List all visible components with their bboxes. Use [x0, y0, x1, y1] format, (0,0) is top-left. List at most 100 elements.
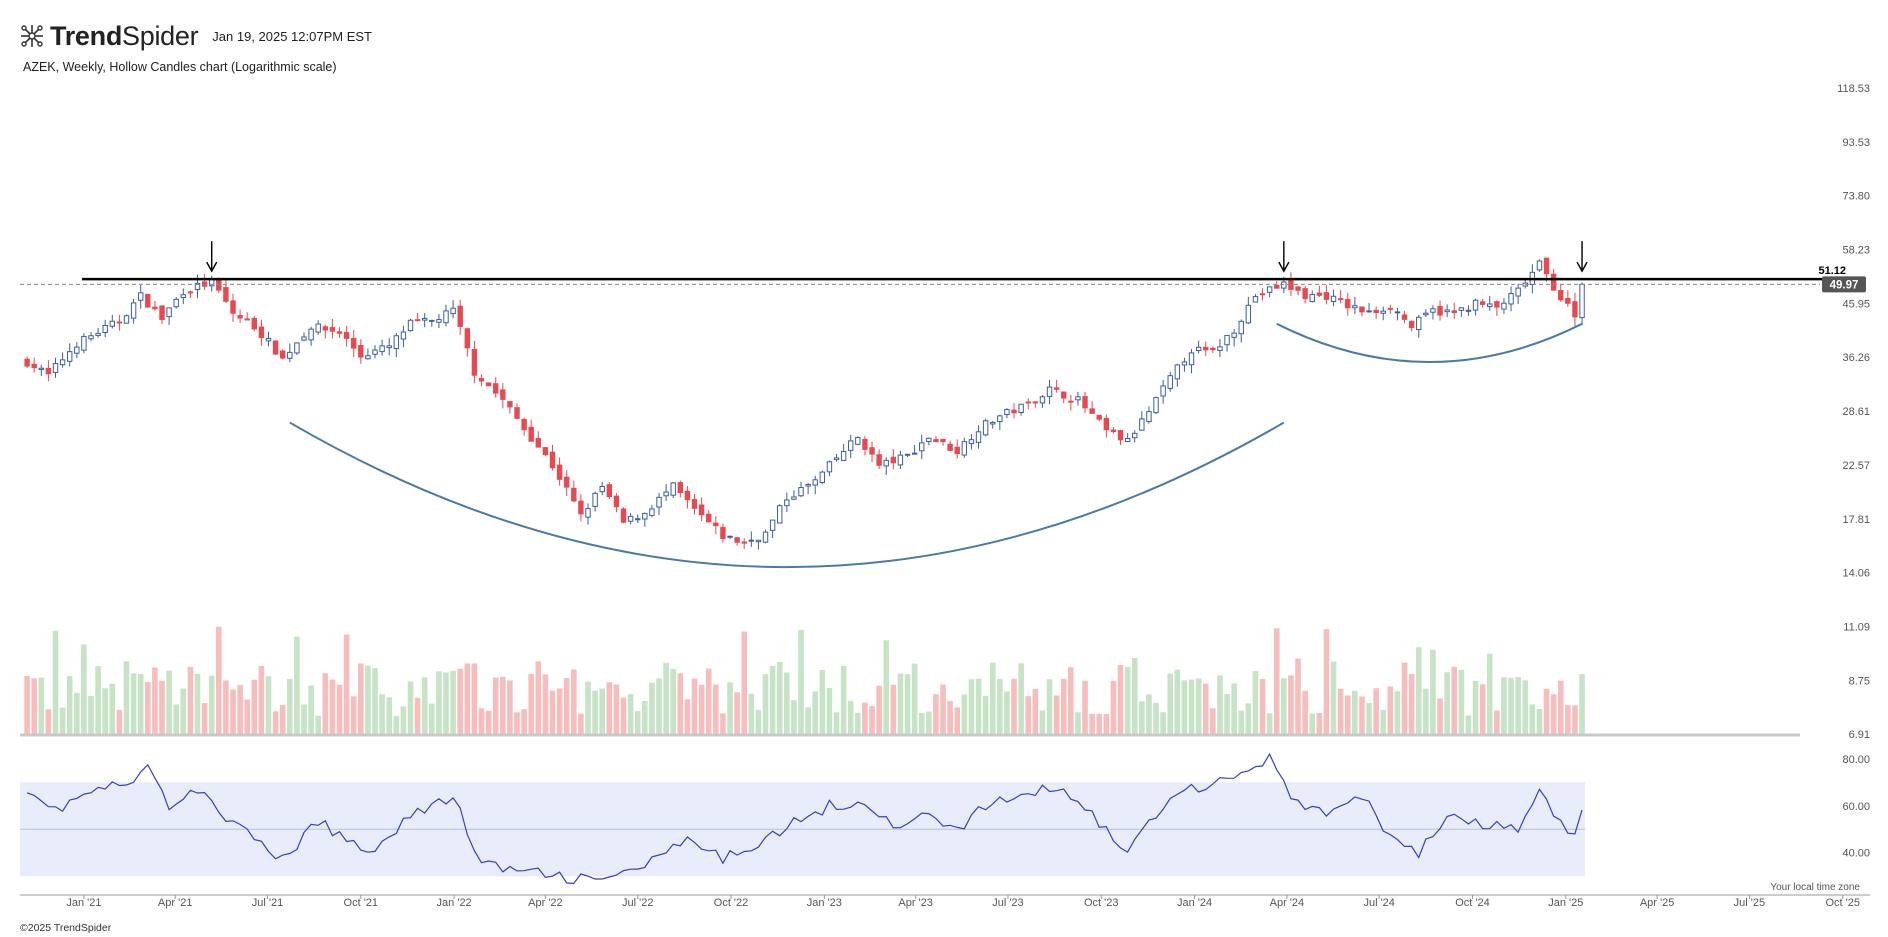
time-tick-label: Jan '24: [1177, 897, 1212, 909]
candle: [1203, 341, 1209, 357]
candle: [1146, 406, 1152, 424]
volume-bar: [826, 688, 833, 734]
candle: [748, 531, 755, 547]
candle: [485, 382, 492, 387]
candle: [698, 497, 705, 522]
candle-body: [507, 401, 513, 408]
candle: [1323, 285, 1330, 305]
candle-body: [1394, 311, 1401, 314]
volume-bar: [1508, 677, 1514, 734]
candle-body: [698, 504, 705, 516]
candle-body: [1018, 403, 1024, 414]
candle: [287, 343, 293, 363]
volume-bar: [66, 675, 73, 734]
candle: [173, 296, 179, 309]
candle-body: [1039, 396, 1046, 404]
volume-bar: [663, 662, 669, 734]
candle: [81, 333, 87, 354]
volume-bar: [1437, 698, 1443, 734]
volume-bar: [855, 712, 861, 734]
price-tick-label: 28.61: [1842, 406, 1870, 418]
candle: [1139, 411, 1145, 431]
candle-body: [272, 340, 279, 355]
candle: [315, 320, 321, 335]
candle-body: [478, 377, 485, 382]
candle-body: [230, 300, 236, 314]
cup-arc: [289, 421, 1285, 569]
candle-body: [1217, 346, 1223, 352]
candle-body: [223, 287, 229, 302]
candle-body: [748, 539, 755, 542]
volume-bar: [997, 678, 1003, 734]
volume-bar: [904, 674, 911, 734]
candle-body: [1004, 408, 1010, 416]
candle: [1132, 430, 1138, 443]
arrow-annotations: [206, 241, 1588, 273]
candle: [393, 332, 400, 358]
candle-body: [997, 415, 1003, 423]
candle-body: [123, 315, 130, 324]
volume-bar: [954, 707, 961, 734]
volume-bar: [798, 629, 804, 734]
candle-body: [734, 537, 740, 543]
candle: [684, 486, 691, 509]
candle-body: [755, 539, 762, 543]
volume-bar: [1053, 695, 1060, 734]
volume-bar: [350, 696, 357, 734]
candle-body: [1274, 284, 1280, 289]
candle-body: [386, 345, 392, 349]
candle: [329, 318, 336, 339]
volume-bar: [1188, 679, 1195, 734]
price-tick-label: 118.53: [1837, 83, 1870, 95]
rsi-tick-label: 80.00: [1842, 754, 1870, 766]
candle-body: [308, 328, 314, 341]
volume-bar: [1408, 673, 1415, 734]
candle-body: [443, 310, 449, 324]
volume-bar: [152, 667, 158, 734]
down-arrow-icon: [206, 241, 218, 273]
volume-bar: [1273, 628, 1280, 734]
candle: [848, 434, 854, 459]
candle: [968, 434, 975, 450]
volume-bar: [705, 668, 712, 734]
volume-bar: [656, 678, 662, 734]
time-tick-label: Apr '23: [898, 897, 933, 909]
volume-bar: [1465, 715, 1472, 734]
candle: [166, 307, 172, 325]
candle-body: [407, 319, 414, 332]
candle-body: [109, 320, 116, 327]
candle-body: [727, 535, 733, 538]
candle-body: [564, 476, 570, 488]
volume-bar: [81, 644, 87, 734]
volume-bar: [1323, 629, 1330, 734]
candle: [982, 418, 989, 437]
candle-body: [1089, 408, 1095, 414]
candle: [123, 314, 130, 324]
volume-bar: [109, 683, 116, 734]
volume-bar: [1458, 669, 1465, 734]
candle-body: [1323, 292, 1330, 300]
candle: [833, 453, 840, 462]
candle: [741, 538, 747, 549]
candle-body: [542, 447, 549, 456]
cup-arc: [1276, 322, 1583, 363]
volume-bar: [1124, 666, 1131, 734]
volume-bar: [606, 682, 613, 734]
volume-bar: [840, 665, 847, 734]
volume-bar: [301, 704, 307, 734]
candle: [365, 348, 371, 360]
candle: [187, 290, 194, 299]
candle-body: [422, 317, 428, 321]
volume-bar: [1494, 710, 1500, 734]
volume-bar: [365, 665, 371, 734]
candle-body: [670, 482, 676, 496]
volume-bar: [691, 678, 698, 734]
candle-body: [883, 459, 889, 467]
candle: [336, 327, 343, 338]
candle-body: [1238, 320, 1244, 335]
candle: [272, 340, 279, 356]
volume-bar: [1089, 713, 1095, 734]
volume-bar: [414, 697, 421, 734]
volume-bar: [741, 631, 748, 734]
